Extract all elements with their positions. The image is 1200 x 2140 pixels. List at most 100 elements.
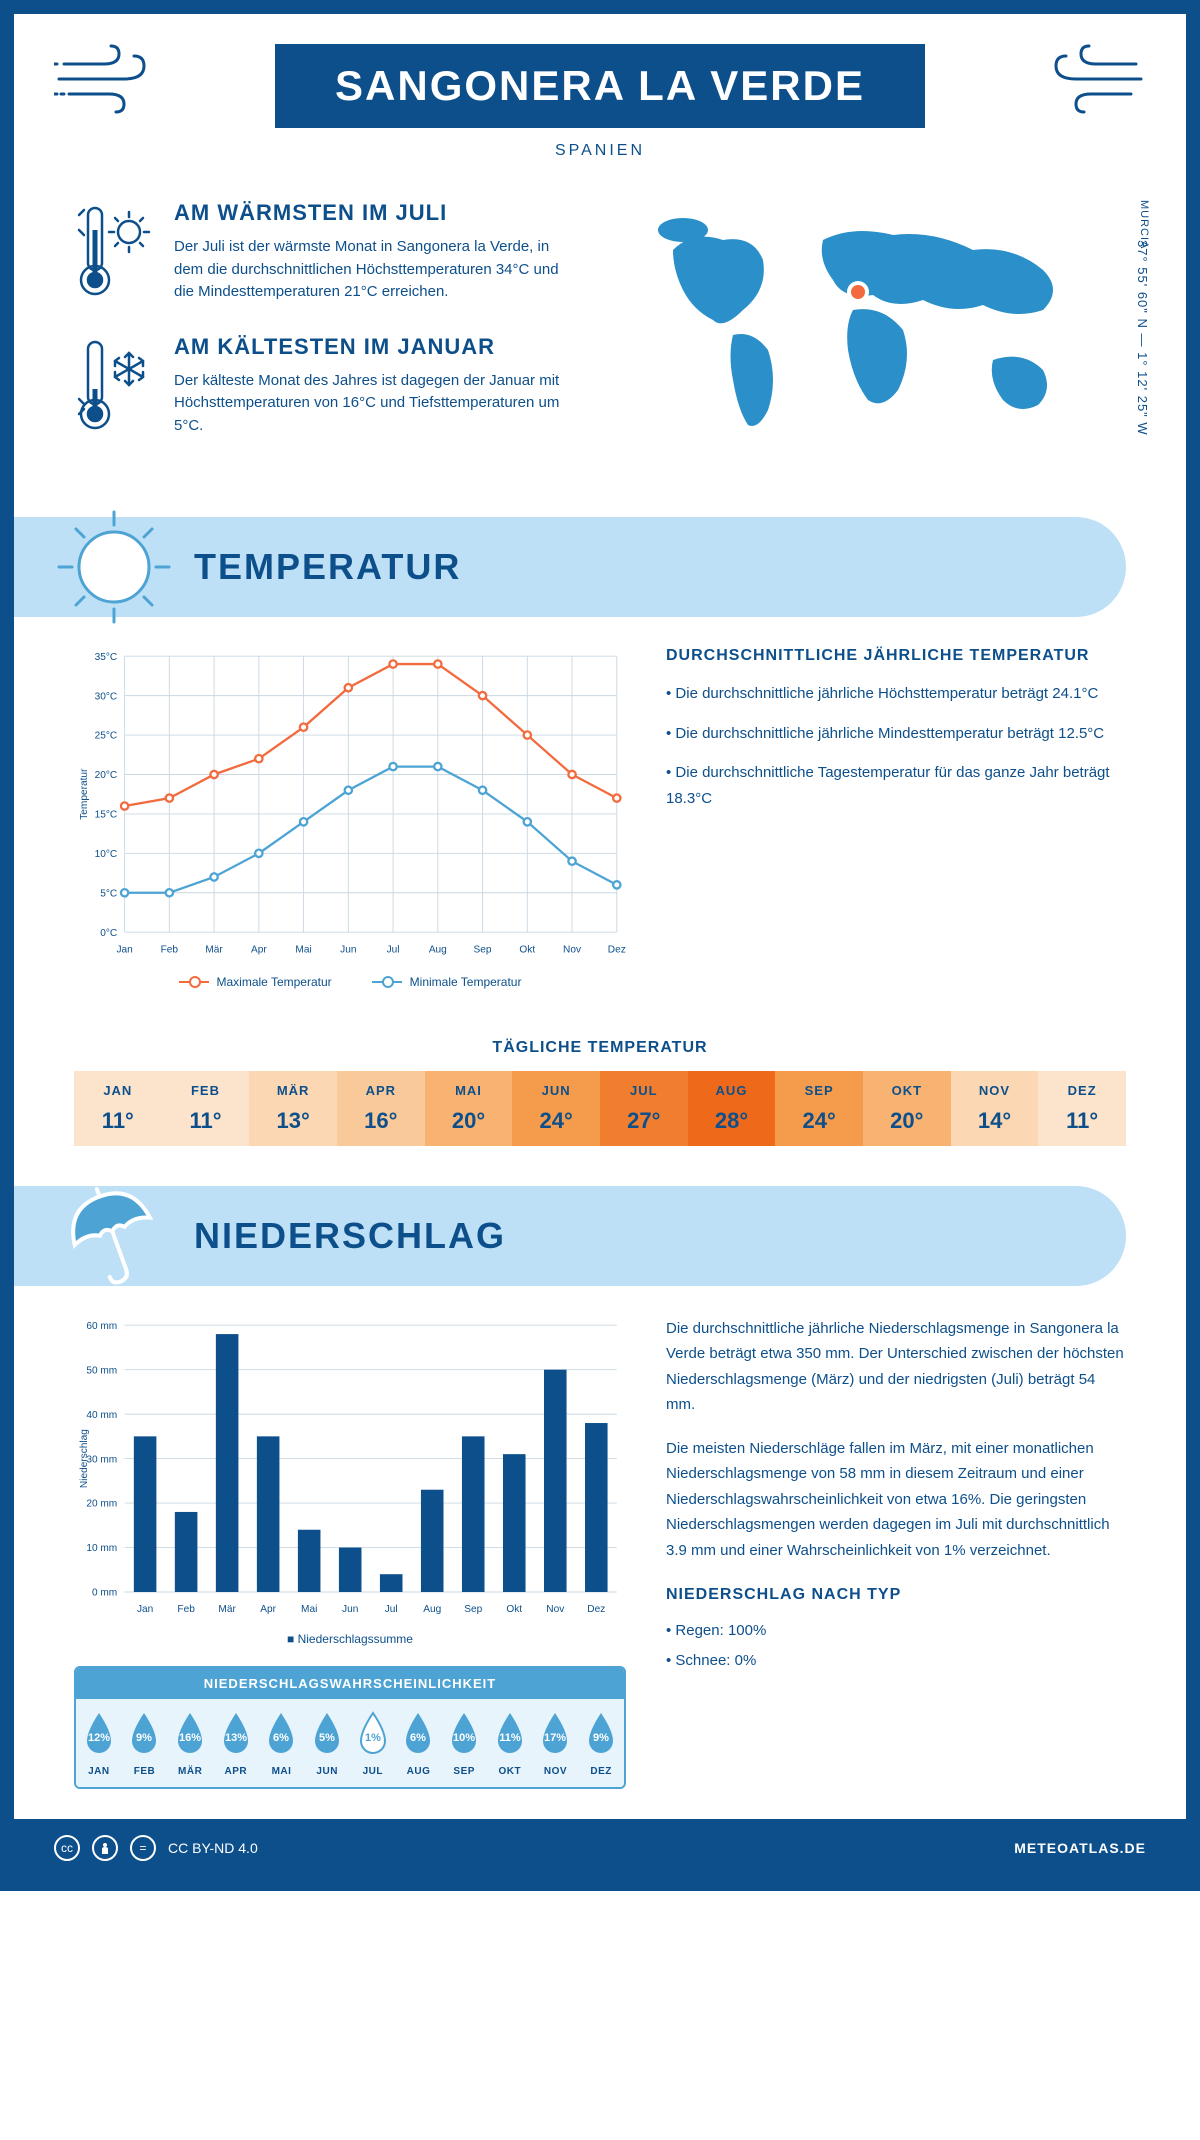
prob-cell: 9%FEB — [122, 1699, 168, 1787]
page-title: SANGONERA LA VERDE — [275, 44, 925, 128]
prob-title: NIEDERSCHLAGSWAHRSCHEINLICHKEIT — [76, 1668, 624, 1699]
temp-summary-title: DURCHSCHNITTLICHE JÄHRLICHE TEMPERATUR — [666, 647, 1126, 665]
header: SANGONERA LA VERDE SPANIEN — [14, 14, 1186, 180]
svg-text:Mär: Mär — [218, 1604, 236, 1615]
prob-cell: 6%MAI — [259, 1699, 305, 1787]
svg-text:11%: 11% — [499, 1732, 521, 1744]
chart-legend: .legend-item:nth-child(1) .legend-line::… — [74, 975, 626, 989]
precipitation-summary: Die durchschnittliche jährliche Niedersc… — [666, 1316, 1126, 1790]
svg-text:0 mm: 0 mm — [92, 1587, 117, 1598]
svg-text:Jun: Jun — [340, 944, 356, 955]
umbrella-icon — [54, 1176, 174, 1296]
page-subtitle: SPANIEN — [54, 142, 1146, 160]
temperature-summary: DURCHSCHNITTLICHE JÄHRLICHE TEMPERATUR •… — [666, 647, 1126, 989]
temp-summary-p1: • Die durchschnittliche jährliche Höchst… — [666, 681, 1126, 707]
license-text: CC BY-ND 4.0 — [168, 1840, 258, 1856]
svg-text:Okt: Okt — [506, 1604, 522, 1615]
temperature-line-chart: 0°C5°C10°C15°C20°C25°C30°C35°CJanFebMärA… — [74, 647, 626, 960]
svg-text:10 mm: 10 mm — [86, 1543, 117, 1554]
svg-text:9%: 9% — [137, 1732, 153, 1744]
svg-text:40 mm: 40 mm — [86, 1410, 117, 1421]
svg-text:35°C: 35°C — [95, 652, 118, 663]
svg-text:20°C: 20°C — [95, 770, 118, 781]
svg-text:Jan: Jan — [137, 1604, 153, 1615]
prob-cell: 9%DEZ — [578, 1699, 624, 1787]
svg-text:25°C: 25°C — [95, 731, 118, 742]
svg-text:30 mm: 30 mm — [86, 1454, 117, 1465]
sun-icon — [54, 507, 174, 627]
svg-text:Mai: Mai — [301, 1604, 317, 1615]
wind-icon — [54, 44, 164, 114]
fact-warmest: AM WÄRMSTEN IM JULI Der Juli ist der wär… — [74, 200, 580, 304]
svg-text:0°C: 0°C — [100, 928, 117, 939]
precipitation-bar-chart: 0 mm 10 mm 20 mm 30 mm 40 mm 50 mm 60 mm Nieder… — [74, 1316, 626, 1620]
svg-text:10°C: 10°C — [95, 849, 118, 860]
prob-cell: 12%JAN — [76, 1699, 122, 1787]
infographic-frame: SANGONERA LA VERDE SPANIEN — [0, 0, 1200, 1891]
precipitation-row: 0 mm 10 mm 20 mm 30 mm 40 mm 50 mm 60 mm Nieder… — [14, 1316, 1186, 1820]
section-title: NIEDERSCHLAG — [194, 1215, 506, 1257]
svg-text:Mär: Mär — [205, 944, 223, 955]
svg-text:5°C: 5°C — [100, 888, 117, 899]
svg-text:Jul: Jul — [387, 944, 400, 955]
svg-text:30°C: 30°C — [95, 691, 118, 702]
nd-icon: = — [130, 1835, 156, 1861]
temp-cell: DEZ11° — [1038, 1071, 1126, 1146]
section-header-temperature: TEMPERATUR — [14, 517, 1126, 617]
svg-text:9%: 9% — [593, 1732, 609, 1744]
svg-text:Nov: Nov — [563, 944, 582, 955]
svg-text:Dez: Dez — [587, 1604, 605, 1615]
section-title: TEMPERATUR — [194, 546, 461, 588]
svg-text:1%: 1% — [365, 1732, 381, 1744]
prob-cell: 5%JUN — [304, 1699, 350, 1787]
svg-text:6%: 6% — [411, 1732, 427, 1744]
svg-text:Jul: Jul — [385, 1604, 398, 1615]
svg-text:Apr: Apr — [260, 1604, 276, 1615]
fact-warm-title: AM WÄRMSTEN IM JULI — [174, 200, 580, 226]
prob-cell: 1%JUL — [350, 1699, 396, 1787]
svg-text:Sep: Sep — [464, 1604, 482, 1615]
svg-text:Niederschlag: Niederschlag — [79, 1429, 90, 1488]
prob-cell: 11%OKT — [487, 1699, 533, 1787]
svg-text:13%: 13% — [225, 1732, 247, 1744]
svg-text:10%: 10% — [453, 1732, 475, 1744]
svg-text:17%: 17% — [544, 1732, 566, 1744]
svg-text:Okt: Okt — [519, 944, 535, 955]
temp-summary-p2: • Die durchschnittliche jährliche Mindes… — [666, 721, 1126, 747]
svg-text:Aug: Aug — [423, 1604, 441, 1615]
svg-text:60 mm: 60 mm — [86, 1321, 117, 1332]
svg-text:16%: 16% — [179, 1732, 201, 1744]
intro-section: AM WÄRMSTEN IM JULI Der Juli ist der wär… — [14, 180, 1186, 497]
temp-cell: NOV14° — [951, 1071, 1039, 1146]
svg-text:Dez: Dez — [608, 944, 626, 955]
section-header-precipitation: NIEDERSCHLAG — [14, 1186, 1126, 1286]
temp-cell: MÄR13° — [249, 1071, 337, 1146]
temp-cell: JUL27° — [600, 1071, 688, 1146]
svg-text:Nov: Nov — [546, 1604, 565, 1615]
prob-cell: 16%MÄR — [167, 1699, 213, 1787]
temperature-chart-row: 0°C5°C10°C15°C20°C25°C30°C35°CJanFebMärA… — [14, 647, 1186, 1019]
coordinates: 37° 55' 60" N — 1° 12' 25" W — [1135, 240, 1150, 436]
svg-text:Jun: Jun — [342, 1604, 358, 1615]
svg-text:12%: 12% — [88, 1732, 110, 1744]
prob-cell: 13%APR — [213, 1699, 259, 1787]
by-icon — [92, 1835, 118, 1861]
svg-text:Jan: Jan — [116, 944, 132, 955]
temp-cell: OKT20° — [863, 1071, 951, 1146]
svg-text:15°C: 15°C — [95, 810, 118, 821]
svg-text:Sep: Sep — [474, 944, 492, 955]
svg-text:Feb: Feb — [161, 944, 179, 955]
brand: METEOATLAS.DE — [1014, 1840, 1146, 1856]
precip-type-title: NIEDERSCHLAG NACH TYP — [666, 1581, 1126, 1608]
svg-text:Temperatur: Temperatur — [79, 768, 90, 820]
thermometer-hot-icon — [74, 200, 154, 300]
fact-cold-title: AM KÄLTESTEN IM JANUAR — [174, 334, 580, 360]
temp-summary-p3: • Die durchschnittliche Tagestemperatur … — [666, 760, 1126, 811]
daily-temp-title: TÄGLICHE TEMPERATUR — [14, 1039, 1186, 1057]
footer: cc = CC BY-ND 4.0 METEOATLAS.DE — [14, 1819, 1186, 1877]
legend-max: Maximale Temperatur — [217, 975, 332, 989]
thermometer-cold-icon — [74, 334, 154, 434]
temp-cell: JAN11° — [74, 1071, 162, 1146]
svg-text:50 mm: 50 mm — [86, 1365, 117, 1376]
svg-text:20 mm: 20 mm — [86, 1499, 117, 1510]
